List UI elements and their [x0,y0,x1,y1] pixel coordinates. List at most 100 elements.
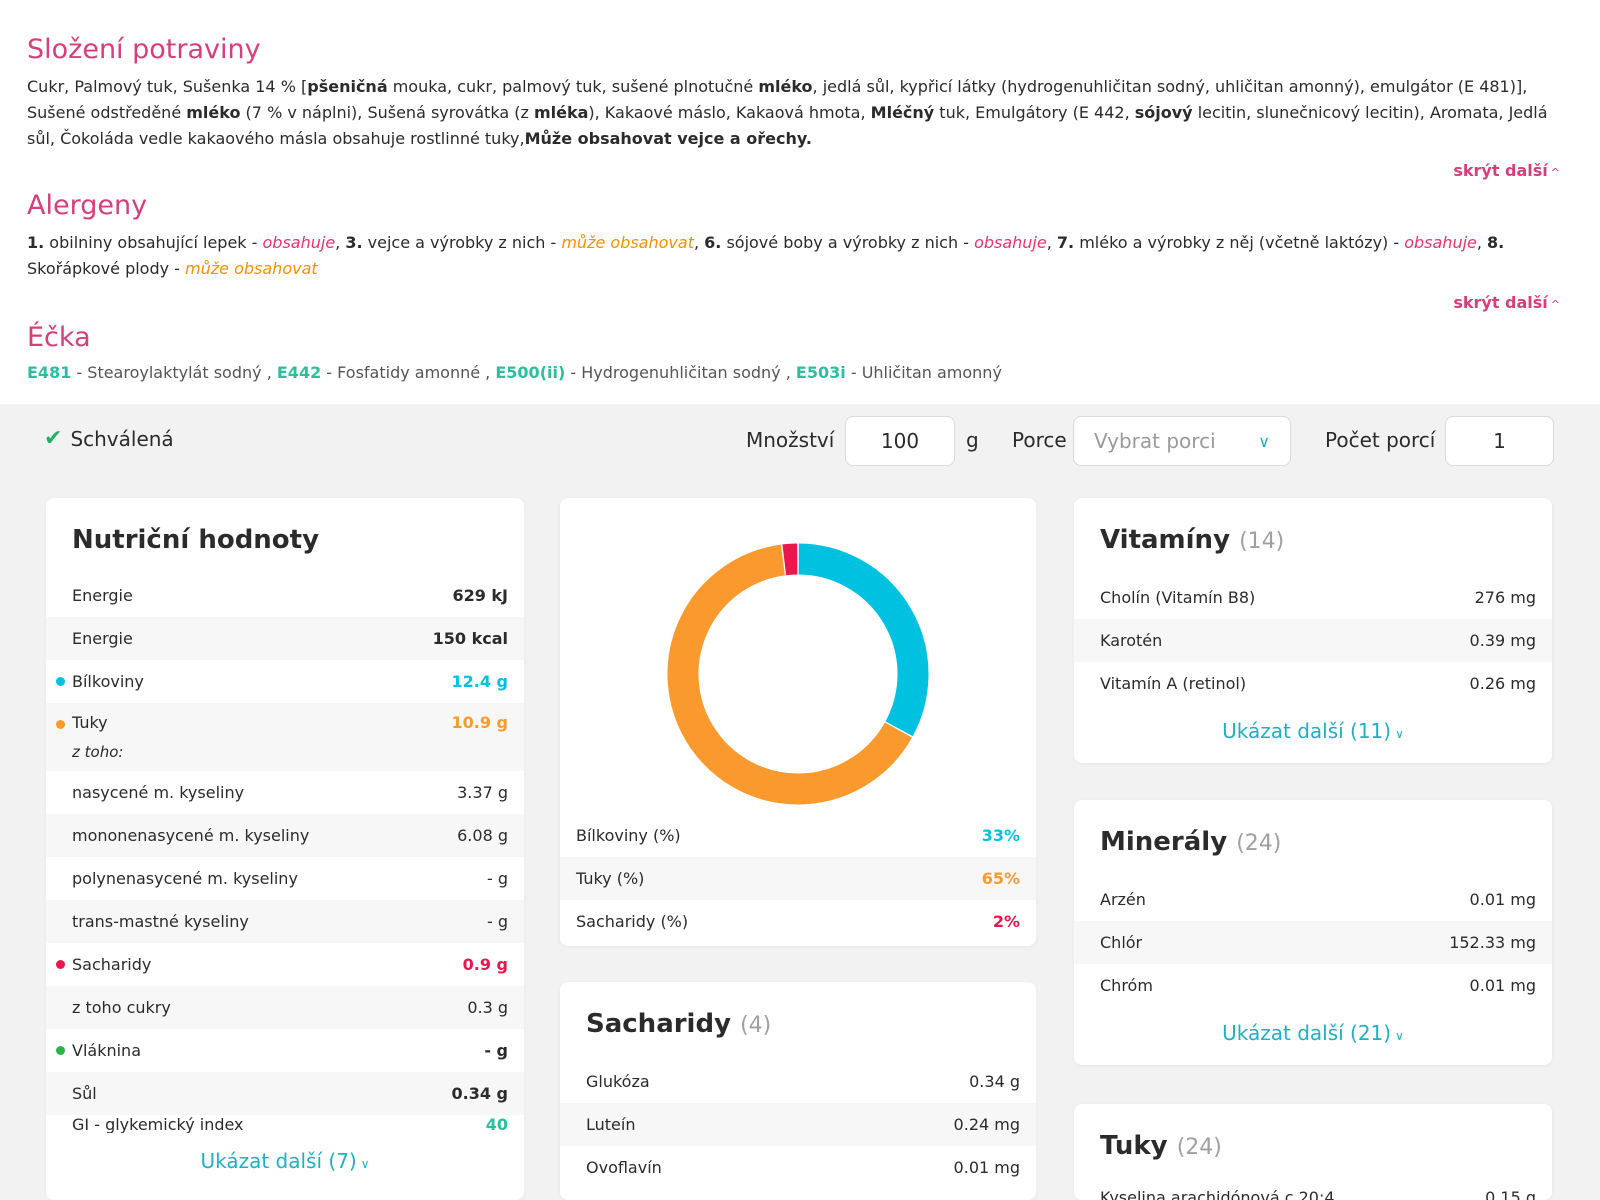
chevron-up-icon: ^ [1550,166,1560,179]
additive-code[interactable]: E503i [795,363,846,382]
nutrition-row-value: 0.34 g [451,1084,509,1103]
minerals-show-more[interactable]: Ukázat další (21) ∨ [1074,1021,1552,1045]
nutrition-row-value: 0.9 g [462,955,508,974]
allergen-number: 1. [27,233,45,252]
fats-rows: Kyselina arachidónová c 20:4 0.15 g [1074,1176,1552,1200]
allergen-number: 3. [345,233,363,252]
additive-code[interactable]: E442 [276,363,322,382]
portion-select[interactable]: Vybrat porci ∨ [1073,416,1291,466]
amount-label: Množství [746,428,835,452]
additive-separator: , [480,363,496,382]
nutrition-row: Tuky 10.9 g [46,703,524,741]
allergen-status: může obsahovat [561,233,694,252]
composition-segment: tuk, Emulgátory (E 442, [934,103,1135,122]
donut-slice-fat [667,544,912,805]
nutrition-show-more[interactable]: Ukázat další (7) ∨ [46,1149,524,1173]
vitamins-show-more[interactable]: Ukázat další (11) ∨ [1074,719,1552,743]
allergen-number: 8. [1487,233,1505,252]
vitamins-count: (14) [1239,529,1285,554]
allergen-name: Skořápkové plody - [27,259,186,278]
additive-name: Uhličitan amonný [861,363,1002,382]
allergen-number: 7. [1056,233,1075,252]
composition-segment: mléko [758,77,813,96]
minerals-rows: Arzén 0.01 mg Chlór 152.33 mg Chróm 0.01 mg [1074,878,1552,1007]
chart-legend-label: Sacharidy (%) [576,912,689,931]
nutrition-row: Energie 629 kJ [46,574,524,617]
chart-legend-row: Tuky (%) 65% [560,857,1036,900]
minerals-row-value: 0.01 mg [1469,976,1536,995]
ecka-title: Éčka [27,322,91,353]
nutrition-row-value: - g [486,869,508,888]
chart-legend-row: Sacharidy (%) 2% [560,900,1036,943]
allergen-separator: , [335,233,346,252]
nutrition-row: Vláknina - g [46,1029,524,1072]
nutrition-row-label: nasycené m. kyseliny [72,783,245,802]
approved-label: Schválená [70,426,174,451]
additive-separator: , [780,363,796,382]
portions-count-label: Počet porcí [1325,428,1436,452]
chart-legend-value: 65% [981,869,1020,888]
carbs-row-label: Glukóza [586,1072,650,1091]
nutrition-show-more-label: Ukázat další (7) [200,1149,357,1173]
allergen-name: obilniny obsahující lepek - [44,233,263,252]
portions-count-input[interactable]: 1 [1445,416,1554,466]
nutrition-row: mononenasycené m. kyseliny 6.08 g [46,814,524,857]
nutrition-row-value: 0.3 g [467,998,508,1017]
composition-segment: mléka [533,103,589,122]
allergen-separator: , [1046,233,1057,252]
fats-row-label: Kyselina arachidónová c 20:4 [1100,1188,1335,1200]
nutrition-row: Energie 150 kcal [46,617,524,660]
nutrition-card: Nutriční hodnoty Energie 629 kJ Energie 150… [46,498,524,1200]
additive-name: Stearoylaktylát sodný [87,363,262,382]
minerals-row: Chróm 0.01 mg [1074,964,1552,1007]
vitamins-card: Vitamíny (14) Cholín (Vitamín B8) 276 mg K… [1074,498,1552,763]
nutrition-row-label: Sacharidy [72,955,152,974]
ecka-list: E481 - Stearoylaktylát sodný , E442 - Fo… [27,360,1560,386]
allergen-number: 6. [704,233,722,252]
vitamins-title-text: Vitamíny [1100,525,1231,555]
additive-dash: - [845,363,862,382]
chevron-down-icon: ∨ [1395,727,1404,741]
composition-segment: Mléčný [870,103,935,122]
fats-row-value: 0.15 g [1485,1188,1536,1200]
composition-segment: (7 % v náplni), Sušená syrovátka (z [240,103,534,122]
vitamins-row-value: 276 mg [1474,588,1536,607]
minerals-count: (24) [1236,831,1282,856]
carbs-count: (4) [740,1013,772,1038]
chart-legend-value: 2% [992,912,1020,931]
portion-label: Porce [1012,428,1067,452]
composition-title: Složení potraviny [27,34,261,65]
carbs-row-label: Luteín [586,1115,636,1134]
macro-donut-chart [667,543,929,805]
allergen-separator: , [1476,233,1488,252]
additive-dash: - [321,363,338,382]
composition-text: Cukr, Palmový tuk, Sušenka 14 % [pšeničn… [27,74,1560,152]
allergens-hide-link[interactable]: skrýt další ^ [27,292,1560,316]
carbs-row-value: 0.01 mg [953,1158,1020,1177]
nutrition-row-label: Energie [72,586,133,605]
composition-segment: mléko [186,103,241,122]
allergen-name: mléko a výrobky z něj (včetně laktózy) - [1074,233,1405,252]
allergen-separator: , [693,233,705,252]
nutrition-row-label: Sůl [72,1084,97,1103]
additive-dash: - [565,363,582,382]
amount-input[interactable]: 100 [845,416,955,466]
nutrition-row-group: Tuky 10.9 g z toho: [46,703,524,771]
nutrition-row-value: 629 kJ [452,586,508,605]
allergens-text: 1. obilniny obsahující lepek - obsahuje,… [27,230,1560,282]
allergen-status: může obsahovat [185,259,318,278]
additive-name: Hydrogenuhličitan sodný [581,363,781,382]
allergens-title: Alergeny [27,190,148,221]
fats-card: Tuky (24) Kyselina arachidónová c 20:4 0.… [1074,1104,1552,1200]
nutrition-row-label: polynenasycené m. kyseliny [72,869,298,888]
composition-hide-link[interactable]: skrýt další ^ [27,160,1560,184]
additive-code[interactable]: E481 [27,363,72,382]
additive-code[interactable]: E500(ii) [495,363,566,382]
nutrition-row-note: z toho: [72,743,124,761]
nutrition-row: Sacharidy 0.9 g [46,943,524,986]
composition-segment: pšeničná [307,77,388,96]
vitamins-rows: Cholín (Vitamín B8) 276 mg Karotén 0.39 mg V… [1074,576,1552,705]
composition-segment: ), Kakaové máslo, Kakaová hmota, [588,103,871,122]
chevron-down-icon: ∨ [360,1157,370,1171]
nutrition-row-label: z toho cukry [72,998,171,1017]
